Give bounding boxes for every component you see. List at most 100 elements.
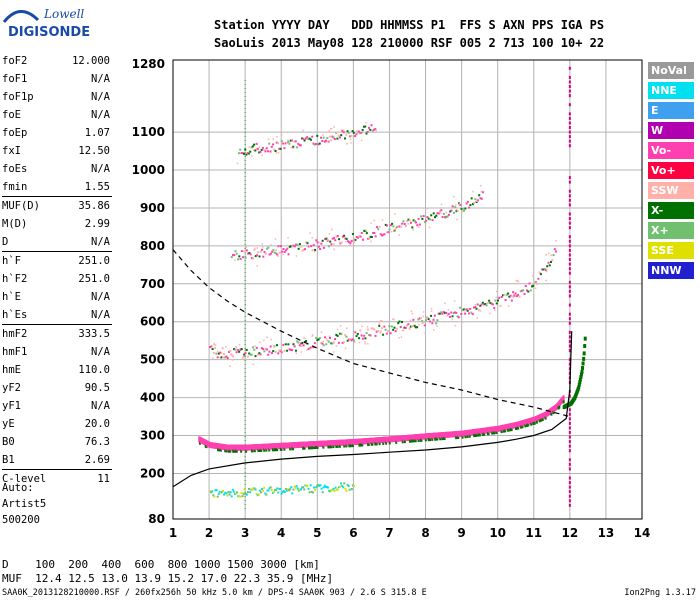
x-tick-label: 7: [385, 526, 393, 540]
scatter-echo-mark: [309, 232, 311, 234]
o-trace-xmark: [481, 432, 484, 436]
multiple-echo-mark: [233, 254, 236, 257]
multiple-echo-mark: [547, 261, 550, 264]
scatter-echo-mark: [440, 203, 443, 206]
es-echo-mark: [333, 489, 336, 492]
multiple-echo-mark: [375, 330, 378, 333]
param-label: h`F: [2, 255, 21, 267]
scatter-echo-mark: [328, 141, 330, 143]
scatter-echo-mark: [371, 131, 373, 133]
es-echo-mark: [323, 484, 326, 487]
multiple-echo-mark: [368, 334, 371, 337]
es-echo-mark: [230, 495, 233, 498]
scatter-echo-mark: [545, 279, 547, 282]
scatter-echo-mark: [424, 332, 426, 334]
multiple-echo-mark: [302, 344, 305, 347]
scatter-echo-mark: [414, 221, 416, 224]
y-tick-label: 400: [140, 391, 165, 405]
y-tick-label: 200: [140, 466, 165, 480]
cutoff-dot: [568, 294, 571, 298]
es-echo-mark: [335, 488, 338, 491]
es-echo-mark: [229, 491, 232, 494]
multiple-echo-mark: [441, 312, 444, 315]
multiple-echo-mark: [522, 289, 525, 292]
scatter-echo-mark: [474, 303, 477, 306]
es-echo-mark: [244, 492, 247, 495]
o-trace-xmark: [552, 411, 555, 415]
cutoff-dot: [568, 362, 571, 366]
o-trace-mark: [562, 395, 565, 402]
multiple-echo-mark: [317, 338, 320, 341]
multiple-echo-mark: [315, 336, 318, 339]
x-tick-label: 14: [634, 526, 651, 540]
multiple-echo-mark: [446, 215, 449, 218]
scatter-echo-mark: [254, 247, 256, 250]
o-trace-xmark: [265, 448, 268, 452]
multiple-echo-mark: [466, 309, 469, 312]
x-trace-mark: [577, 385, 581, 390]
param-value: N/A: [91, 163, 110, 175]
multiple-echo-mark: [448, 315, 451, 318]
multiple-echo-mark: [301, 137, 304, 140]
multiple-echo-mark: [212, 352, 215, 355]
multiple-echo-mark: [356, 236, 359, 239]
multiple-echo-mark: [460, 207, 463, 210]
es-echo-mark: [242, 492, 245, 495]
multiple-echo-mark: [500, 295, 503, 298]
multiple-echo-mark: [325, 237, 328, 240]
multiple-echo-mark: [298, 243, 301, 246]
cutoff-dot: [568, 321, 571, 325]
cutoff-dot: [568, 189, 571, 193]
es-echo-mark: [322, 486, 325, 489]
multiple-echo-mark: [524, 285, 527, 288]
multiple-echo-mark: [427, 318, 430, 321]
multiple-echo-mark: [347, 338, 350, 341]
scatter-echo-mark: [258, 146, 261, 149]
es-echo-mark: [216, 495, 219, 498]
multiple-echo-mark: [274, 350, 277, 353]
cutoff-dot: [568, 458, 571, 462]
multiple-echo-mark: [307, 245, 310, 248]
scatter-echo-mark: [391, 318, 394, 320]
o-trace-xmark: [217, 448, 220, 452]
multiple-echo-mark: [509, 294, 512, 297]
multiple-echo-mark: [211, 348, 214, 351]
logo-line1: Lowell: [43, 7, 84, 21]
multiple-echo-mark: [272, 350, 275, 353]
scatter-echo-mark: [345, 240, 347, 243]
multiple-echo-mark: [222, 353, 225, 356]
multiple-echo-mark: [446, 314, 449, 317]
multiple-echo-mark: [291, 244, 294, 247]
x-trace-mark: [578, 380, 582, 385]
o-trace-xmark: [520, 425, 523, 429]
param-row: foEp 1.07: [2, 124, 114, 142]
param-label: B1: [2, 454, 15, 466]
multiple-echo-mark: [283, 349, 286, 352]
cutoff-dot: [568, 144, 571, 148]
multiple-echo-mark: [472, 306, 475, 309]
multiple-echo-mark: [322, 246, 325, 249]
scatter-echo-mark: [365, 121, 367, 124]
scatter-echo-mark: [251, 155, 253, 158]
param-value: 35.86: [78, 200, 110, 212]
scatter-echo-mark: [513, 293, 515, 296]
multiple-echo-mark: [450, 311, 453, 314]
es-echo-mark: [281, 491, 284, 494]
scatter-echo-mark: [458, 203, 460, 205]
scatter-echo-mark: [335, 345, 338, 347]
es-echo-mark: [268, 487, 271, 490]
multiple-echo-mark: [269, 150, 272, 153]
param-label: hmF2: [2, 328, 28, 340]
scatter-echo-mark: [213, 343, 215, 346]
multiple-echo-mark: [431, 219, 434, 222]
multiple-echo-mark: [285, 249, 288, 252]
multiple-echo-mark: [433, 314, 436, 317]
multiple-echo-mark: [542, 268, 545, 271]
scatter-echo-mark: [276, 135, 278, 138]
multiple-echo-mark: [266, 150, 269, 153]
es-echo-mark: [282, 490, 285, 493]
multiple-echo-mark: [364, 337, 367, 340]
multiple-echo-mark: [302, 249, 305, 252]
multiple-echo-mark: [281, 250, 284, 253]
multiple-echo-mark: [340, 332, 343, 335]
